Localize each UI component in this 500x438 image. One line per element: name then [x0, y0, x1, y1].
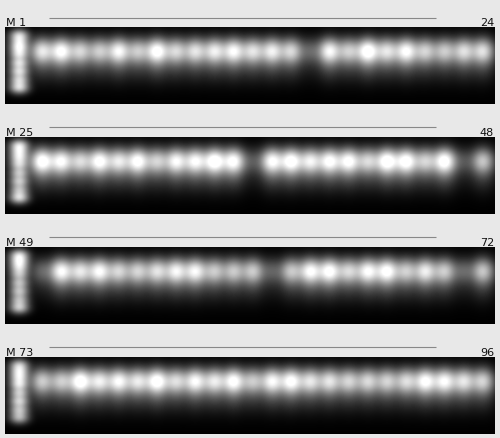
Text: M 1: M 1: [6, 18, 26, 28]
Text: M 73: M 73: [6, 347, 33, 357]
Text: M 25: M 25: [6, 128, 33, 138]
Text: 24: 24: [480, 18, 494, 28]
Text: M 49: M 49: [6, 237, 34, 247]
Text: 72: 72: [480, 237, 494, 247]
Text: 96: 96: [480, 347, 494, 357]
Text: 48: 48: [480, 128, 494, 138]
